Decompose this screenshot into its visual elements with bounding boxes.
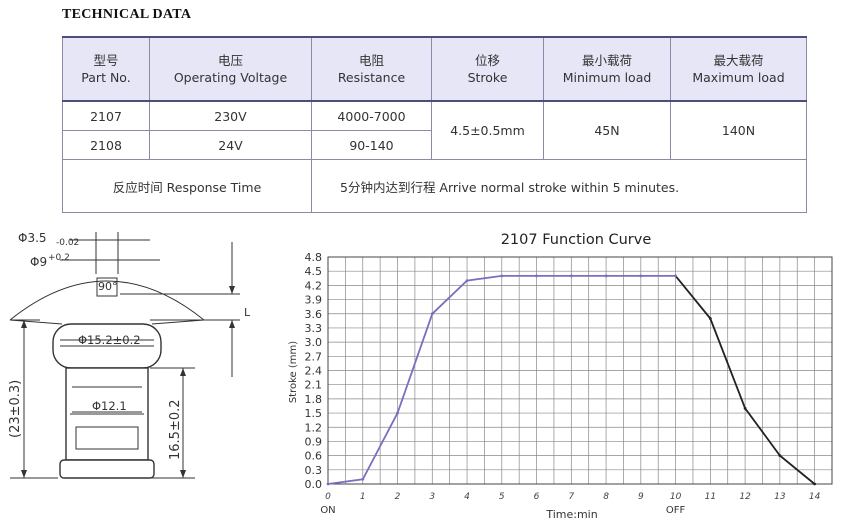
x-tick-label: 11 [705, 492, 716, 502]
dim-pin-tolerance: -0.02 [56, 238, 79, 248]
data-point [361, 477, 365, 481]
header-voltage: 电压 Operating Voltage [149, 36, 312, 102]
x-tick-label: 14 [809, 492, 821, 502]
x-tick-label: 6 [534, 492, 540, 502]
y-tick-label: 1.5 [305, 407, 323, 420]
cell-part: 2107 [62, 100, 150, 131]
data-point [430, 312, 434, 316]
y-tick-label: 2.7 [305, 350, 323, 363]
plot-frame [327, 256, 833, 485]
header-resistance: 电阻 Resistance [311, 36, 432, 102]
dim-seat-tolerance: +0.2 [48, 253, 70, 263]
header-part-no: 型号 Part No. [62, 36, 150, 102]
dim-l: L [244, 306, 251, 319]
data-point [535, 274, 538, 278]
y-tick-label: 3.6 [305, 308, 323, 321]
response-time-label: 反应时间 Response Time [62, 159, 312, 213]
x-tick-label: 12 [739, 492, 751, 502]
data-point [326, 482, 330, 486]
x-tick-label: 1 [360, 492, 366, 502]
y-axis-label: Stroke (mm) [288, 341, 299, 403]
chart-grid [327, 256, 833, 485]
y-tick-label: 0.9 [305, 435, 323, 448]
dim-seat-diameter: Φ9 [30, 255, 47, 269]
x-tick-label: 13 [774, 492, 786, 502]
function-curve-chart: 2107 Function Curve 0.00.30.6 0.91.21.51.… [288, 232, 833, 521]
data-point [604, 274, 608, 278]
data-point [639, 274, 643, 278]
technical-data-heading: TECHNICAL DATA [62, 7, 192, 22]
y-tick-label: 4.5 [305, 265, 323, 278]
x-axis-label: Time:min [545, 508, 597, 521]
y-tick-label: 0.6 [305, 450, 323, 463]
y-tick-label: 2.4 [305, 365, 323, 378]
response-time-row: 反应时间 Response Time 5分钟内达到行程 Arrive norma… [62, 159, 807, 213]
x-tick-label: 0 [325, 492, 331, 502]
x-tick-label: 2 [395, 492, 401, 502]
x-tick-label: 9 [638, 492, 644, 502]
header-min-load: 最小载荷 Minimum load [543, 36, 671, 102]
x-tick-label: 8 [603, 492, 609, 502]
cell-voltage: 230V [149, 100, 312, 131]
technical-data-table: 型号 Part No. 电压 Operating Voltage 电阻 Resista… [62, 36, 807, 213]
stroke-series [326, 274, 817, 486]
table-header-row: 型号 Part No. 电压 Operating Voltage 电阻 Resista… [62, 36, 807, 102]
dim-body-diameter: Φ12.1 [92, 399, 127, 413]
y-tick-labels: 0.00.30.6 0.91.21.51.82.12.4 2.73.03.33.63… [305, 251, 323, 491]
cell-max-load: 140N [670, 100, 807, 160]
data-point [465, 279, 469, 283]
y-tick-label: 3.3 [305, 322, 323, 335]
data-point [674, 274, 677, 278]
header-max-load: 最大载荷 Maximum load [670, 36, 807, 102]
x-tick-label: 4 [464, 492, 470, 502]
dim-angle: 90° [98, 280, 118, 293]
x-tick-label: 3 [429, 492, 435, 502]
cell-part: 2108 [62, 130, 150, 160]
x-tick-label: 5 [499, 492, 505, 502]
data-point [743, 406, 747, 410]
x-tick-label: 10 [670, 492, 682, 502]
y-tick-label: 0.0 [305, 478, 323, 491]
y-tick-label: 1.2 [305, 421, 323, 434]
y-tick-label: 1.8 [305, 393, 323, 406]
header-stroke: 位移 Stroke [431, 36, 544, 102]
cell-stroke: 4.5±0.5mm [431, 100, 544, 160]
x-tick-label: 7 [568, 492, 574, 502]
response-time-value: 5分钟内达到行程 Arrive normal stroke within 5 m… [311, 159, 807, 213]
data-point [396, 411, 399, 415]
x-annotation: OFF [666, 505, 686, 516]
y-tick-label: 4.2 [305, 279, 323, 292]
data-point [813, 482, 817, 486]
y-tick-label: 2.1 [305, 379, 323, 392]
data-point [569, 274, 573, 278]
cell-resistance: 4000-7000 [311, 100, 432, 131]
cell-min-load: 45N [543, 100, 671, 160]
cell-resistance: 90-140 [311, 130, 432, 160]
cell-voltage: 24V [149, 130, 312, 160]
data-point [778, 454, 782, 458]
y-tick-label: 4.8 [305, 251, 323, 264]
chart-title: 2107 Function Curve [501, 232, 652, 248]
data-point [500, 274, 504, 278]
x-annotation: ON [320, 505, 335, 516]
actuator-drawing: Φ3.5 -0.02 Φ9 +0.2 90° Φ15.2±0.2 Φ12.1 L… [8, 231, 251, 479]
data-point [708, 317, 712, 320]
dim-total-height: (23±0.3) [8, 380, 23, 438]
table-row: 2107 230V 4000-7000 4.5±0.5mm 45N 140N [62, 100, 807, 160]
dim-head-diameter: Φ15.2±0.2 [78, 333, 141, 347]
y-tick-label: 3.9 [305, 294, 323, 307]
y-tick-label: 0.3 [305, 464, 323, 477]
table-row: 2108 24V 90-140 [62, 130, 807, 160]
y-tick-label: 3.0 [305, 336, 323, 349]
dim-body-length: 16.5±0.2 [168, 399, 183, 460]
dim-pin-diameter: Φ3.5 [18, 231, 47, 245]
